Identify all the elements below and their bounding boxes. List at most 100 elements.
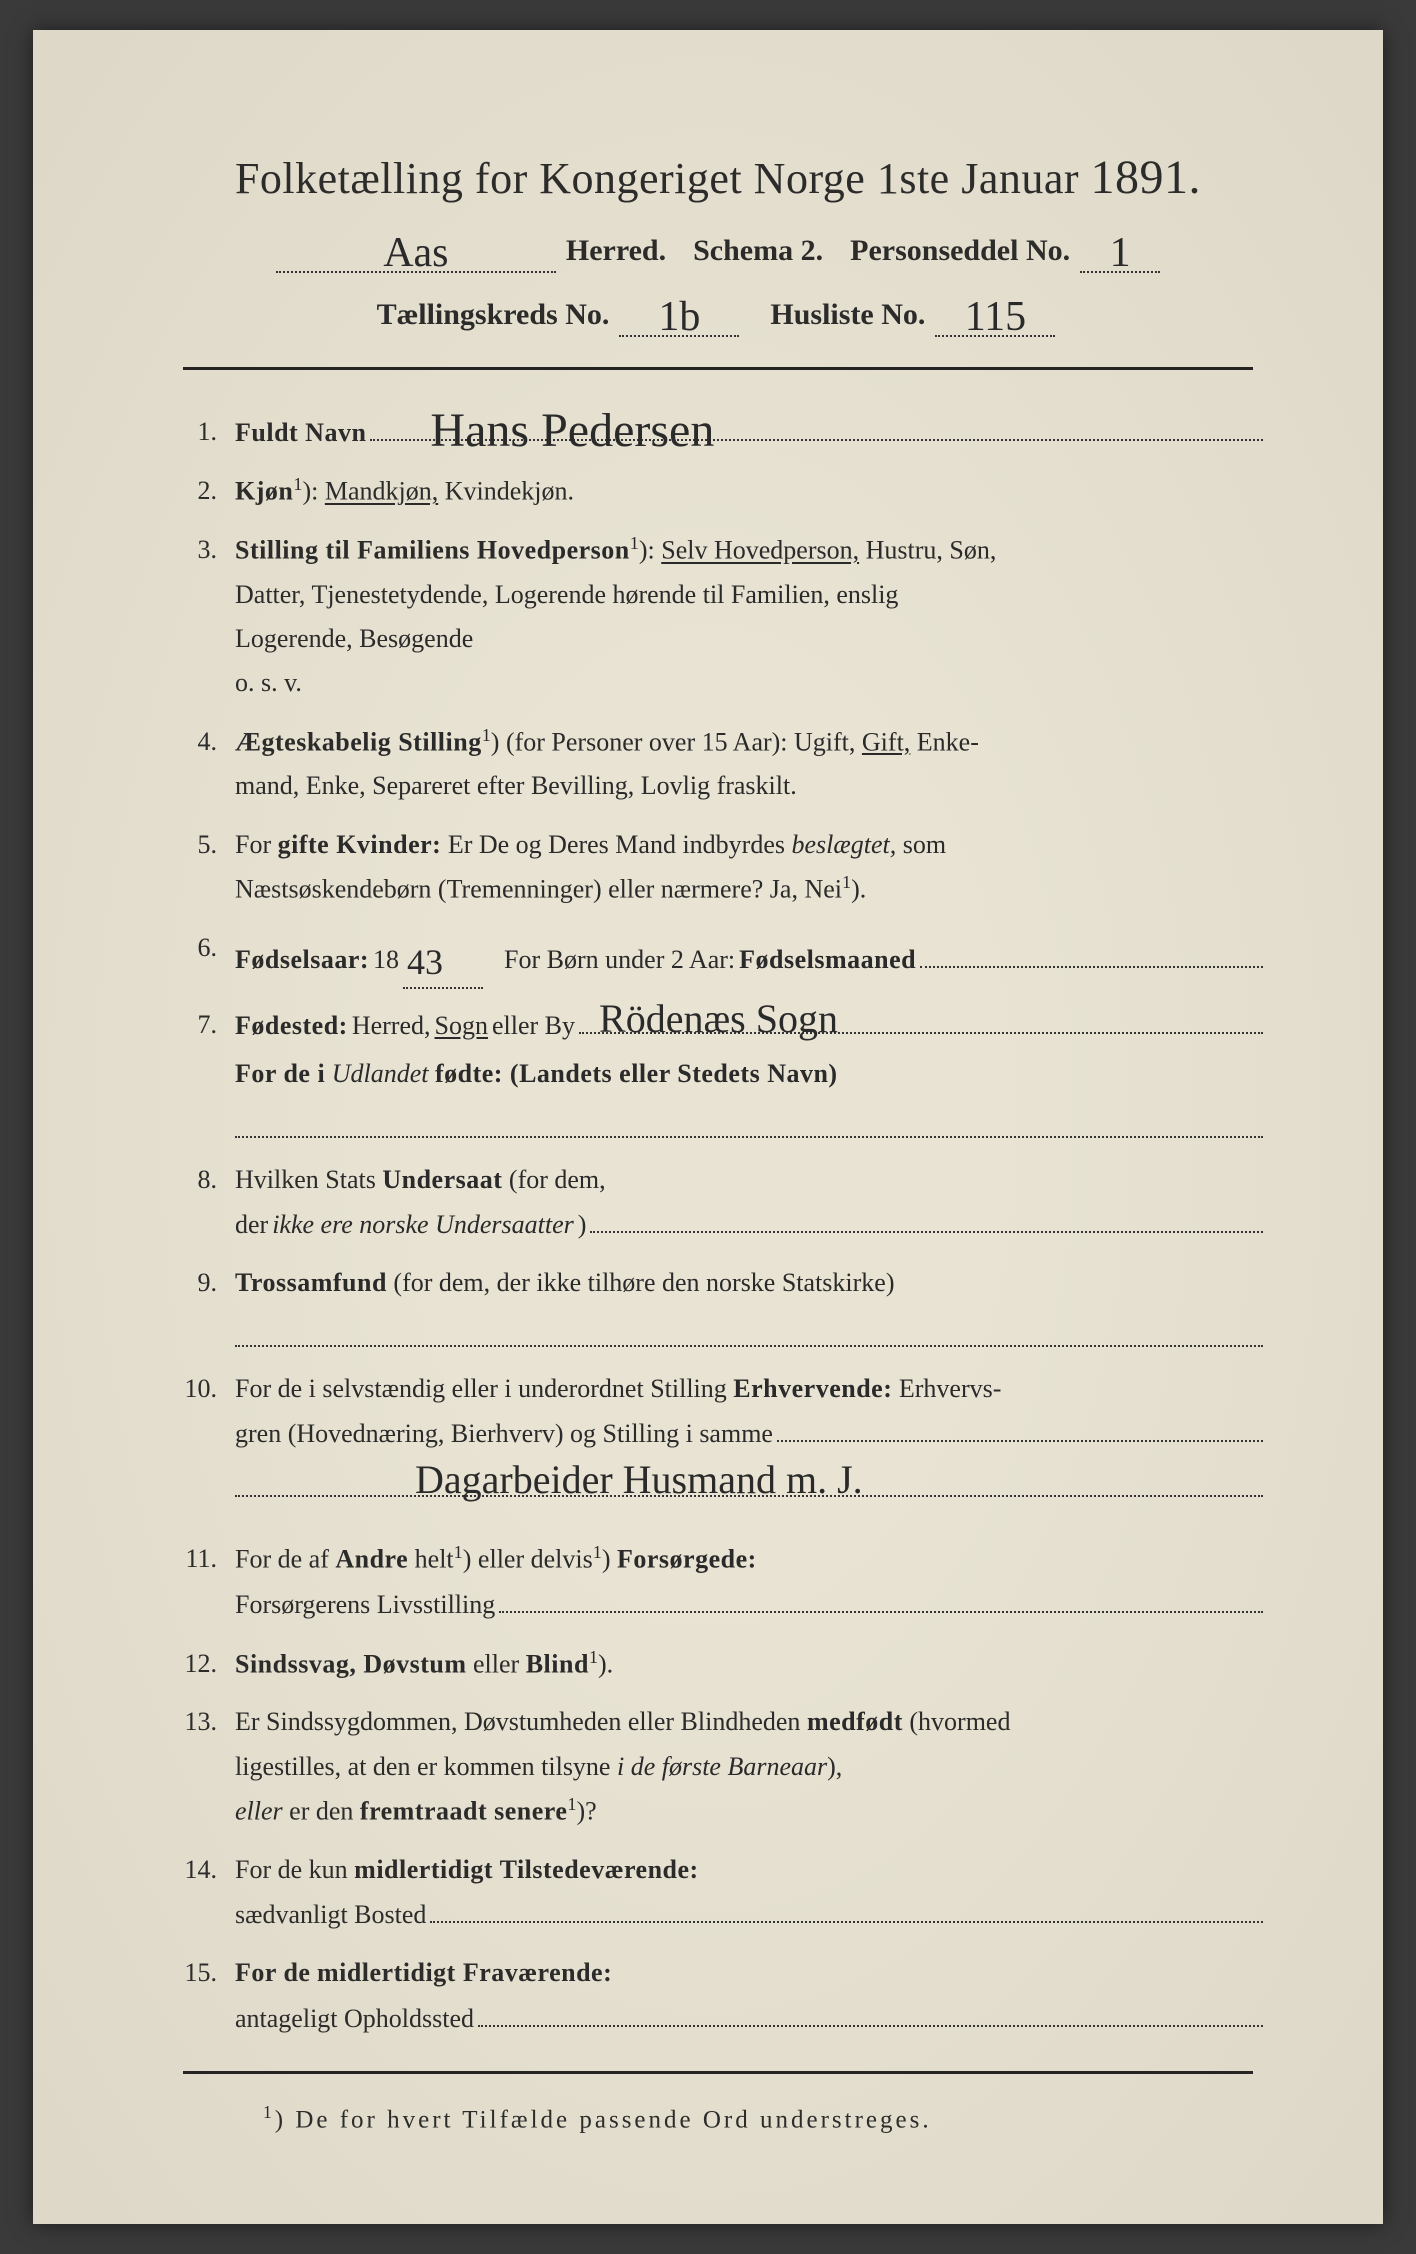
- item-7-line2a: For de i: [235, 1059, 325, 1088]
- item-4-text-a: ) (for Personer over 15 Aar): Ugift,: [491, 727, 856, 756]
- item-11-text-d: ): [602, 1545, 611, 1574]
- item-11-label-a: Andre: [335, 1545, 408, 1574]
- item-13-text-a: Er Sindssygdommen, Døvstumheden eller Bl…: [235, 1707, 800, 1736]
- item-13-line2b: ),: [827, 1752, 842, 1781]
- item-9-text: (for dem, der ikke tilhøre den norske St…: [393, 1268, 894, 1297]
- item-3-rest2: Datter, Tjenestetydende, Logerende høren…: [235, 580, 898, 609]
- item-2-opt-b: Kvindekjøn.: [445, 477, 574, 506]
- item-6-label2: Fødselsmaaned: [739, 938, 916, 982]
- item-15-label: midlertidigt Fraværende:: [317, 1958, 612, 1987]
- item-14-line2: sædvanligt Bosted: [235, 1893, 426, 1937]
- item-2-opt-a: Mandkjøn,: [325, 477, 438, 506]
- item-10-blank1: [777, 1411, 1263, 1442]
- form-header: Folketælling for Kongeriget Norge 1ste J…: [163, 150, 1273, 337]
- item-9-num: 9.: [173, 1261, 235, 1305]
- item-12-label2: Blind: [526, 1649, 589, 1678]
- item-14-label: midlertidigt Tilstedeværende:: [354, 1855, 699, 1884]
- item-8-num: 8.: [173, 1158, 235, 1202]
- item-8-label: Undersaat: [382, 1165, 502, 1194]
- kreds-label: Tællingskreds No.: [377, 298, 610, 332]
- item-5-label: gifte Kvinder:: [278, 830, 442, 859]
- item-3-rest3: Logerende, Besøgende: [235, 624, 473, 653]
- item-11-text-b: helt: [415, 1545, 454, 1574]
- item-5: 5. For gifte Kvinder: Er De og Deres Man…: [173, 823, 1263, 912]
- item-4-num: 4.: [173, 720, 235, 764]
- personseddel-value: 1: [1110, 230, 1131, 276]
- item-8-text-a: Hvilken Stats: [235, 1165, 376, 1194]
- item-13: 13. Er Sindssygdommen, Døvstumheden elle…: [173, 1700, 1263, 1833]
- census-form-page: Folketælling for Kongeriget Norge 1ste J…: [33, 30, 1383, 2224]
- item-9-label: Trossamfund: [235, 1268, 387, 1297]
- item-15-text-a: For de: [235, 1958, 310, 1987]
- item-5-sup: 1: [842, 872, 851, 892]
- item-7-line2b: fødte: (Landets eller Stedets Navn): [435, 1059, 838, 1088]
- item-7-underlined: Sogn: [435, 1004, 488, 1048]
- item-8-blank: [590, 1202, 1263, 1233]
- kreds-field: 1b: [619, 287, 739, 337]
- item-3-rest4: o. s. v.: [235, 668, 302, 697]
- item-6-month-field: [920, 937, 1263, 968]
- item-15-num: 15.: [173, 1951, 235, 1995]
- item-4-label: Ægteskabelig Stilling: [235, 727, 482, 756]
- footnote: 1) De for hvert Tilfælde passende Ord un…: [163, 2102, 1273, 2134]
- husliste-label: Husliste No.: [770, 298, 925, 332]
- item-10-label: Erhvervende:: [733, 1374, 892, 1403]
- item-3-sup: 1: [630, 533, 639, 553]
- item-13-label: medfødt: [807, 1707, 903, 1736]
- personseddel-label: Personseddel No.: [850, 234, 1070, 268]
- footnote-text: ) De for hvert Tilfælde passende Ord und…: [275, 2106, 932, 2133]
- divider-top: [183, 367, 1253, 370]
- item-8: 8. Hvilken Stats Undersaat (for dem, der…: [173, 1158, 1263, 1248]
- item-3-label: Stilling til Familiens Hovedperson: [235, 536, 630, 565]
- item-10-blank2: Dagarbeider Husmand m. J.: [235, 1466, 1263, 1497]
- item-6-mid: For Børn under 2 Aar:: [504, 938, 735, 982]
- item-13-line2a: ligestilles, at den er kommen tilsyne: [235, 1752, 610, 1781]
- item-7-blank-line: [235, 1106, 1263, 1137]
- item-3-selected: Selv Hovedperson,: [661, 536, 859, 565]
- herred-field: Aas: [276, 223, 556, 273]
- item-12-text-a: eller: [473, 1649, 519, 1678]
- item-4-sup: 1: [482, 725, 491, 745]
- item-10-text-a: For de i selvstændig eller i underordnet…: [235, 1374, 727, 1403]
- form-title: Folketælling for Kongeriget Norge 1ste J…: [163, 150, 1273, 205]
- item-9-blank: [235, 1315, 1263, 1346]
- item-8-line2: der: [235, 1203, 268, 1247]
- item-11-blank: [499, 1582, 1263, 1613]
- item-11-label-b: Forsørgede:: [617, 1545, 757, 1574]
- item-5-rest2: som: [903, 830, 946, 859]
- item-1-num: 1.: [173, 410, 235, 454]
- item-8-text-c: ): [578, 1203, 587, 1247]
- item-14-text-a: For de kun: [235, 1855, 348, 1884]
- title-prefix: Folketælling for Kongeriget Norge 1ste J…: [235, 154, 1079, 203]
- item-2: 2. Kjøn1): Mandkjøn, Kvindekjøn.: [173, 469, 1263, 514]
- item-2-label: Kjøn: [235, 477, 293, 506]
- item-11: 11. For de af Andre helt1) eller delvis1…: [173, 1537, 1263, 1627]
- item-14-num: 14.: [173, 1848, 235, 1892]
- item-3: 3. Stilling til Familiens Hovedperson1):…: [173, 528, 1263, 705]
- item-9: 9. Trossamfund (for dem, der ikke tilhør…: [173, 1261, 1263, 1352]
- item-15-blank: [478, 1995, 1263, 2026]
- kreds-value: 1b: [658, 294, 700, 340]
- item-8-italic: ikke ere norske Undersaatter: [272, 1203, 574, 1247]
- item-13-line3b: er den: [289, 1796, 353, 1825]
- item-5-text-a: For: [235, 830, 271, 859]
- item-12-num: 12.: [173, 1642, 235, 1686]
- herred-label: Herred.: [566, 234, 666, 268]
- form-items: 1. Fuldt Navn Hans Pedersen 2. Kjøn1): M…: [163, 410, 1273, 2041]
- item-14: 14. For de kun midlertidigt Tilstedevære…: [173, 1848, 1263, 1938]
- item-5-num: 5.: [173, 823, 235, 867]
- item-2-num: 2.: [173, 469, 235, 513]
- item-4-selected: Gift,: [862, 727, 910, 756]
- husliste-field: 115: [935, 287, 1055, 337]
- item-13-text-b: (hvormed: [909, 1707, 1010, 1736]
- item-11-sup2: 1: [593, 1542, 602, 1562]
- item-13-italic: i de første Barneaar: [617, 1752, 827, 1781]
- item-14-blank: [430, 1892, 1263, 1923]
- item-5-italic1: beslægtet,: [792, 830, 897, 859]
- item-7-label: Fødested:: [235, 1004, 348, 1048]
- item-2-colon: ):: [302, 477, 318, 506]
- divider-bottom: [183, 2071, 1253, 2074]
- item-6-year-value: 43: [407, 942, 443, 982]
- item-13-sup: 1: [567, 1794, 576, 1814]
- item-7-value: Rödenæs Sogn: [599, 985, 838, 1053]
